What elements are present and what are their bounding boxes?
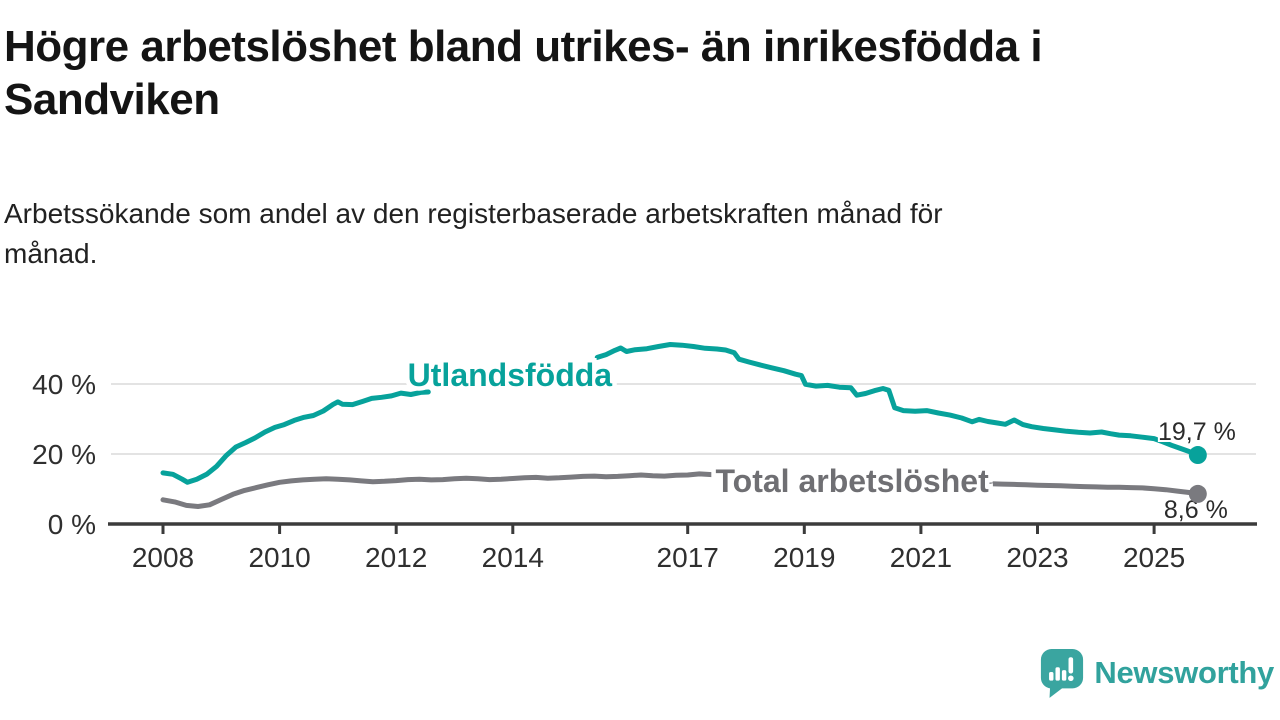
page-title-line-1: Högre arbetslöshet bland utrikes- än inr… xyxy=(4,22,1043,71)
newsworthy-logo: Newsworthy xyxy=(1039,648,1274,698)
chart-subtitle-line-2: månad. xyxy=(4,238,98,269)
svg-text:2008: 2008 xyxy=(132,542,194,573)
svg-text:2021: 2021 xyxy=(890,542,952,573)
end-value-annotations: 19,7 %8,6 % xyxy=(1156,416,1238,526)
page-title-line-2: Sandviken xyxy=(4,75,220,124)
svg-text:2017: 2017 xyxy=(657,542,719,573)
end-point-dots xyxy=(1188,446,1207,503)
svg-text:19,7 %: 19,7 % xyxy=(1158,418,1236,446)
svg-text:2010: 2010 xyxy=(248,542,310,573)
svg-text:0 %: 0 % xyxy=(48,509,96,540)
unemployment-line-chart: 0 % 20 % 40 % 2008 2010 2012 2014 2017 2019 2021… xyxy=(32,342,1257,573)
data-lines xyxy=(160,342,1201,509)
svg-text:2019: 2019 xyxy=(773,542,835,573)
newsworthy-wordmark: Newsworthy xyxy=(1094,655,1274,690)
svg-text:20 %: 20 % xyxy=(32,439,96,470)
series-inline-labels: Utlandsfödda Total arbetslöshet xyxy=(403,353,993,504)
svg-text:2023: 2023 xyxy=(1006,542,1068,573)
chart-subtitle: Arbetssökande som andel av den registerb… xyxy=(4,194,1234,274)
page-title: Högre arbetslöshet bland utrikes- än inr… xyxy=(4,20,1244,126)
chart-area: 0 % 20 % 40 % 2008 2010 2012 2014 2017 2019 2021… xyxy=(0,330,1280,586)
gridlines xyxy=(111,383,1256,455)
newsworthy-icon xyxy=(1041,649,1084,698)
svg-text:Total arbetslöshet: Total arbetslöshet xyxy=(715,463,989,499)
svg-text:40 %: 40 % xyxy=(32,369,96,400)
svg-text:2025: 2025 xyxy=(1123,542,1185,573)
x-axis-tick-labels: 2008 2010 2012 2014 2017 2019 2021 2023 2025 xyxy=(132,542,1185,573)
svg-text:Utlandsfödda: Utlandsfödda xyxy=(408,357,613,393)
y-axis-tick-labels: 0 % 20 % 40 % xyxy=(32,369,96,540)
svg-text:2014: 2014 xyxy=(482,542,544,573)
chart-subtitle-line-1: Arbetssökande som andel av den registerb… xyxy=(4,198,943,229)
svg-text:2012: 2012 xyxy=(365,542,427,573)
x-axis xyxy=(108,522,1257,534)
